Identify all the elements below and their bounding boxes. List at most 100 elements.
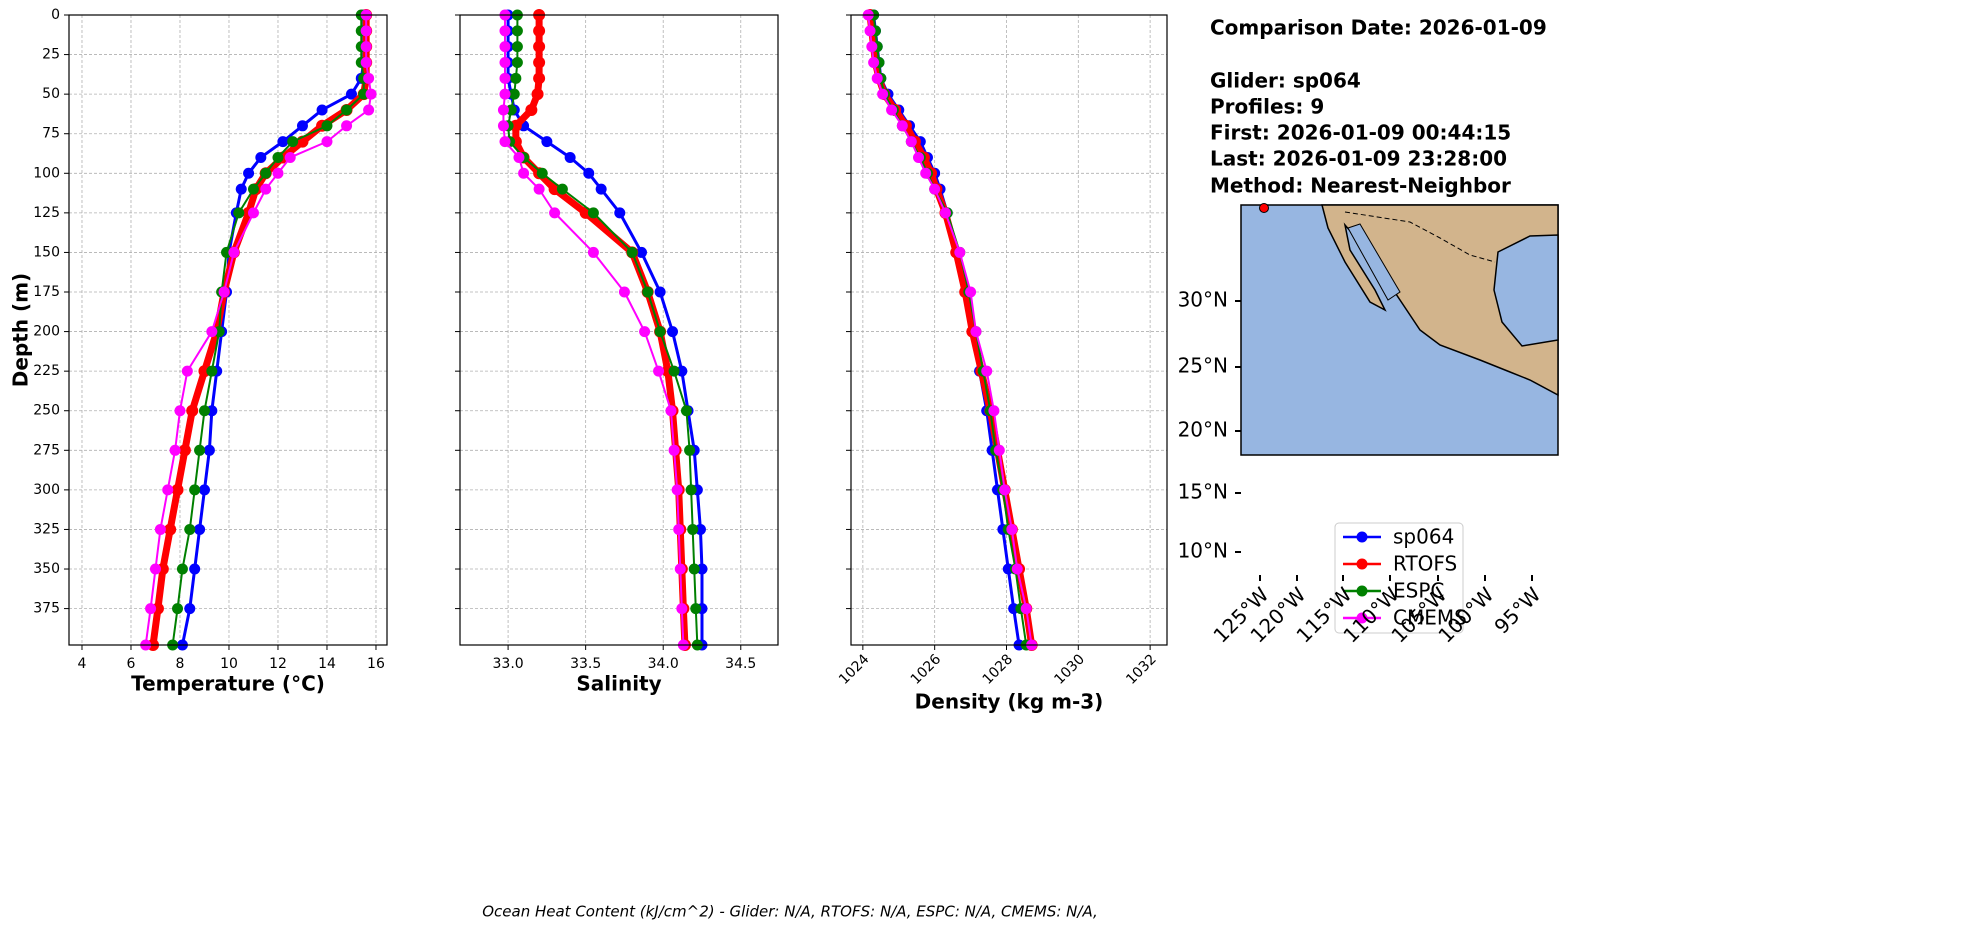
y-tick-label: 325 (33, 521, 60, 537)
data-point (499, 25, 511, 37)
info-line: Glider: sp064 (1210, 69, 1361, 93)
y-tick-label: 200 (33, 324, 60, 340)
info-line: First: 2026-01-09 00:44:15 (1210, 121, 1511, 145)
data-point (296, 120, 308, 132)
data-point (913, 151, 925, 163)
data-point (499, 41, 511, 53)
data-point (174, 405, 186, 417)
data-point (531, 88, 544, 101)
data-point (499, 136, 511, 148)
x-axis-label: Temperature (°C) (131, 672, 325, 696)
data-point (518, 167, 530, 179)
data-point (676, 603, 688, 615)
data-point (654, 326, 666, 338)
data-point (896, 120, 908, 132)
data-point (525, 103, 538, 116)
series-line (144, 15, 373, 646)
data-point (341, 120, 353, 132)
data-point (696, 563, 708, 575)
data-point (149, 563, 161, 575)
x-tick-label: 12 (269, 656, 287, 672)
data-point (694, 523, 706, 535)
data-point (533, 40, 546, 53)
data-point (667, 326, 679, 338)
legend-label: RTOFS (1393, 552, 1457, 576)
data-point (564, 151, 576, 163)
y-tick-label: 25 (42, 47, 60, 63)
data-point (497, 104, 509, 116)
data-point (533, 183, 545, 195)
data-point (198, 484, 210, 496)
data-point (316, 104, 328, 116)
map-lat-label: 30°N (1178, 288, 1228, 312)
data-point (509, 119, 522, 132)
y-tick-label: 75 (42, 126, 60, 142)
x-tick-label: 1030 (1051, 651, 1088, 688)
y-tick-label: 275 (33, 442, 60, 458)
x-tick-label: 1032 (1123, 651, 1160, 688)
data-point (145, 603, 157, 615)
map-glider-location (1259, 203, 1269, 213)
data-point (172, 603, 184, 615)
x-tick-label: 4 (78, 656, 87, 672)
data-point (171, 483, 184, 496)
data-point (680, 405, 692, 417)
data-point (673, 523, 685, 535)
data-point (505, 104, 517, 116)
data-point (618, 286, 630, 298)
data-point (999, 484, 1011, 496)
data-point (614, 207, 626, 219)
data-point (365, 88, 377, 100)
x-tick-label: 33.5 (570, 656, 601, 672)
data-point (508, 88, 520, 100)
data-point (499, 88, 511, 100)
data-point (247, 183, 259, 195)
legend-marker (1356, 558, 1368, 570)
data-point (321, 136, 333, 148)
series-line (171, 15, 365, 646)
data-point (1006, 523, 1018, 535)
x-tick-label: 33.0 (493, 656, 524, 672)
data-point (176, 563, 188, 575)
data-point (189, 484, 201, 496)
data-point (260, 167, 272, 179)
data-point (284, 151, 296, 163)
data-point (587, 246, 599, 258)
data-point (687, 523, 699, 535)
x-tick-label: 34.5 (725, 656, 756, 672)
data-point (184, 523, 196, 535)
y-tick-label: 250 (33, 403, 60, 419)
data-point (690, 603, 702, 615)
data-point (1020, 603, 1032, 615)
info-line: Method: Nearest-Neighbor (1210, 174, 1511, 198)
data-point (668, 365, 680, 377)
data-point (255, 151, 267, 163)
data-point (639, 326, 651, 338)
data-point (988, 405, 1000, 417)
data-point (345, 88, 357, 100)
data-point (184, 603, 196, 615)
data-point (510, 72, 522, 84)
y-tick-label: 0 (51, 7, 60, 23)
x-tick-label: 16 (367, 656, 385, 672)
map-lon-label: 95°W (1489, 582, 1545, 638)
data-point (668, 444, 680, 456)
data-point (685, 484, 697, 496)
plot-frame (850, 14, 1168, 646)
data-point (363, 72, 375, 84)
data-point (533, 72, 546, 85)
x-tick-label: 1028 (980, 651, 1017, 688)
data-point (587, 207, 599, 219)
map-border (1344, 211, 1496, 263)
data-point (533, 24, 546, 37)
data-point (595, 183, 607, 195)
data-point (360, 56, 372, 68)
data-point (1011, 563, 1023, 575)
data-point (684, 444, 696, 456)
data-point (360, 25, 372, 37)
data-point (218, 286, 230, 298)
data-point (235, 183, 247, 195)
data-point (203, 444, 215, 456)
data-point (886, 104, 898, 116)
data-point (864, 25, 876, 37)
